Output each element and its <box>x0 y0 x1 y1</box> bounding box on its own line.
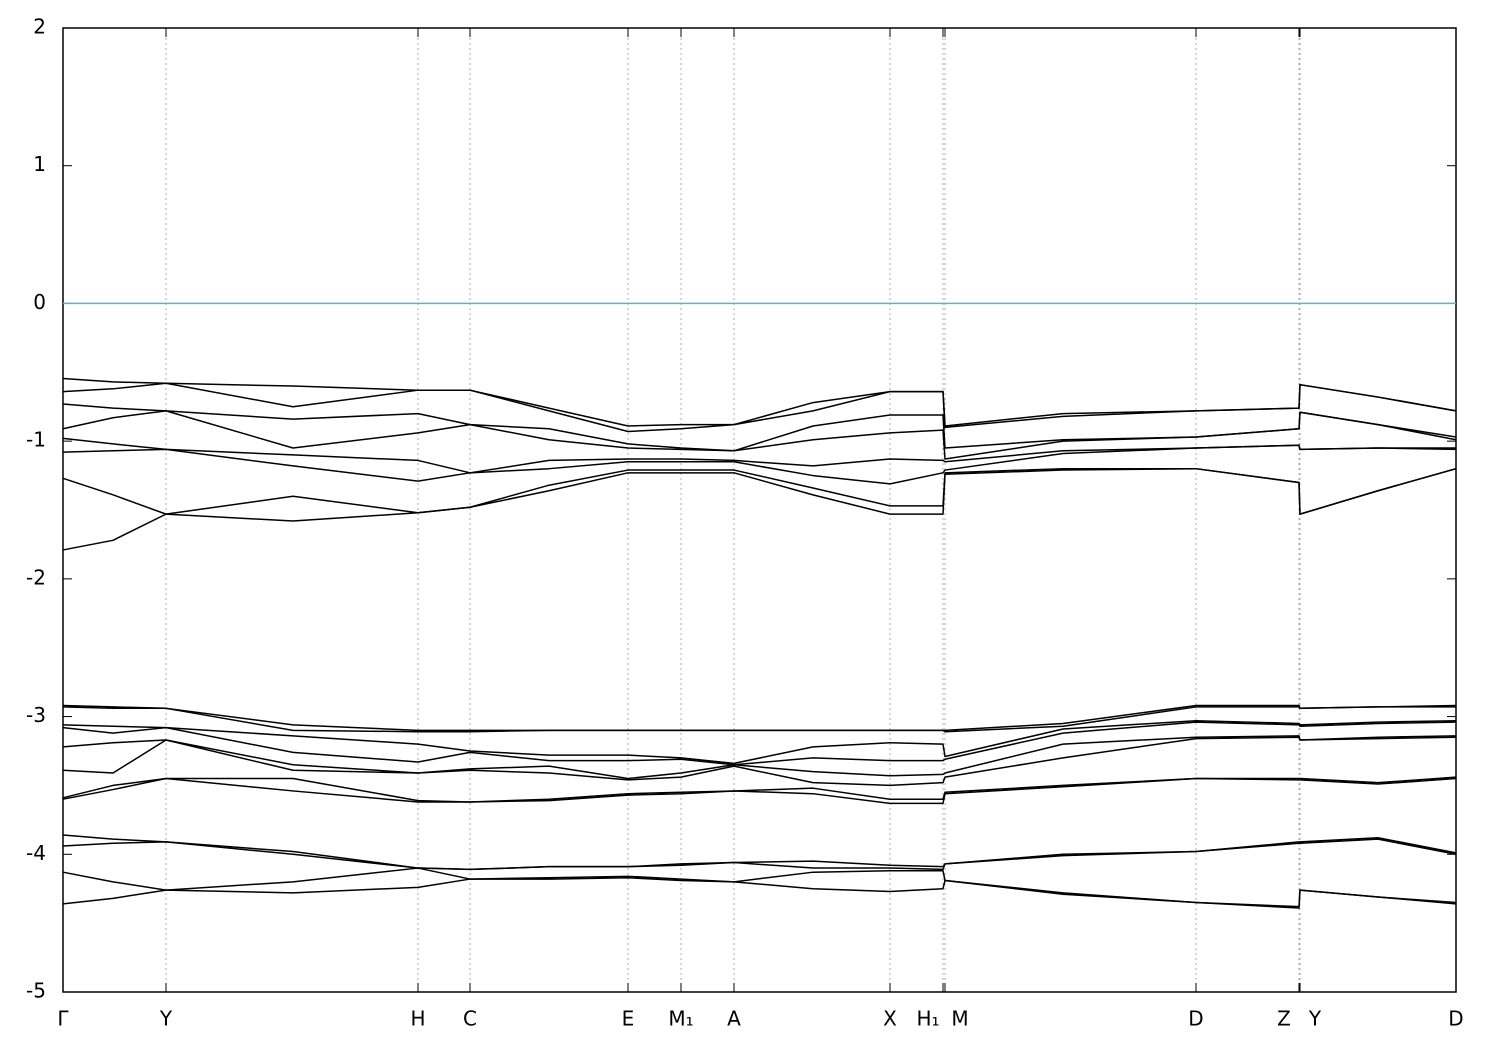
band-line <box>62 719 1457 765</box>
y-tick-label: -4 <box>26 841 46 865</box>
x-tick-label: A <box>727 1007 741 1031</box>
x-tick-label: H₁ <box>916 1007 939 1031</box>
y-tick-label: 0 <box>33 290 46 314</box>
band-line <box>62 382 1457 433</box>
x-tick-label: Γ <box>57 1007 69 1031</box>
band-line <box>62 838 1457 871</box>
x-tick-label: C <box>463 1007 477 1031</box>
band-line <box>62 834 1457 871</box>
x-tick-label: Y <box>159 1007 173 1031</box>
band-line <box>62 444 1457 485</box>
band-line <box>62 736 1457 787</box>
band-line <box>62 403 1457 452</box>
y-tick-label: 2 <box>33 15 46 39</box>
band-line <box>62 410 1457 460</box>
band-line <box>62 721 1457 766</box>
band-line <box>62 777 1457 805</box>
band-line <box>62 867 1457 908</box>
band-line <box>62 876 1457 909</box>
x-tick-label: M₁ <box>668 1007 693 1031</box>
x-tick-label: E <box>622 1007 635 1031</box>
y-tick-label: -3 <box>26 703 46 727</box>
band-line <box>62 467 1457 551</box>
band-line <box>62 706 1456 733</box>
y-tick-label: 1 <box>33 152 46 176</box>
x-tick-label: Z <box>1277 1007 1291 1031</box>
y-tick-label: -1 <box>26 428 46 452</box>
y-tick-label: -2 <box>26 565 46 589</box>
x-tick-label: X <box>883 1007 897 1031</box>
x-tick-label: D <box>1448 1007 1463 1031</box>
x-tick-label: M <box>951 1007 968 1031</box>
x-tick-label: H <box>410 1007 425 1031</box>
x-tick-label: D <box>1188 1007 1203 1031</box>
y-tick-label: -5 <box>26 979 46 1003</box>
x-tick-label: Y <box>1308 1007 1322 1031</box>
band-line <box>62 735 1457 780</box>
plot-frame <box>62 27 1457 993</box>
band-line <box>62 776 1457 803</box>
